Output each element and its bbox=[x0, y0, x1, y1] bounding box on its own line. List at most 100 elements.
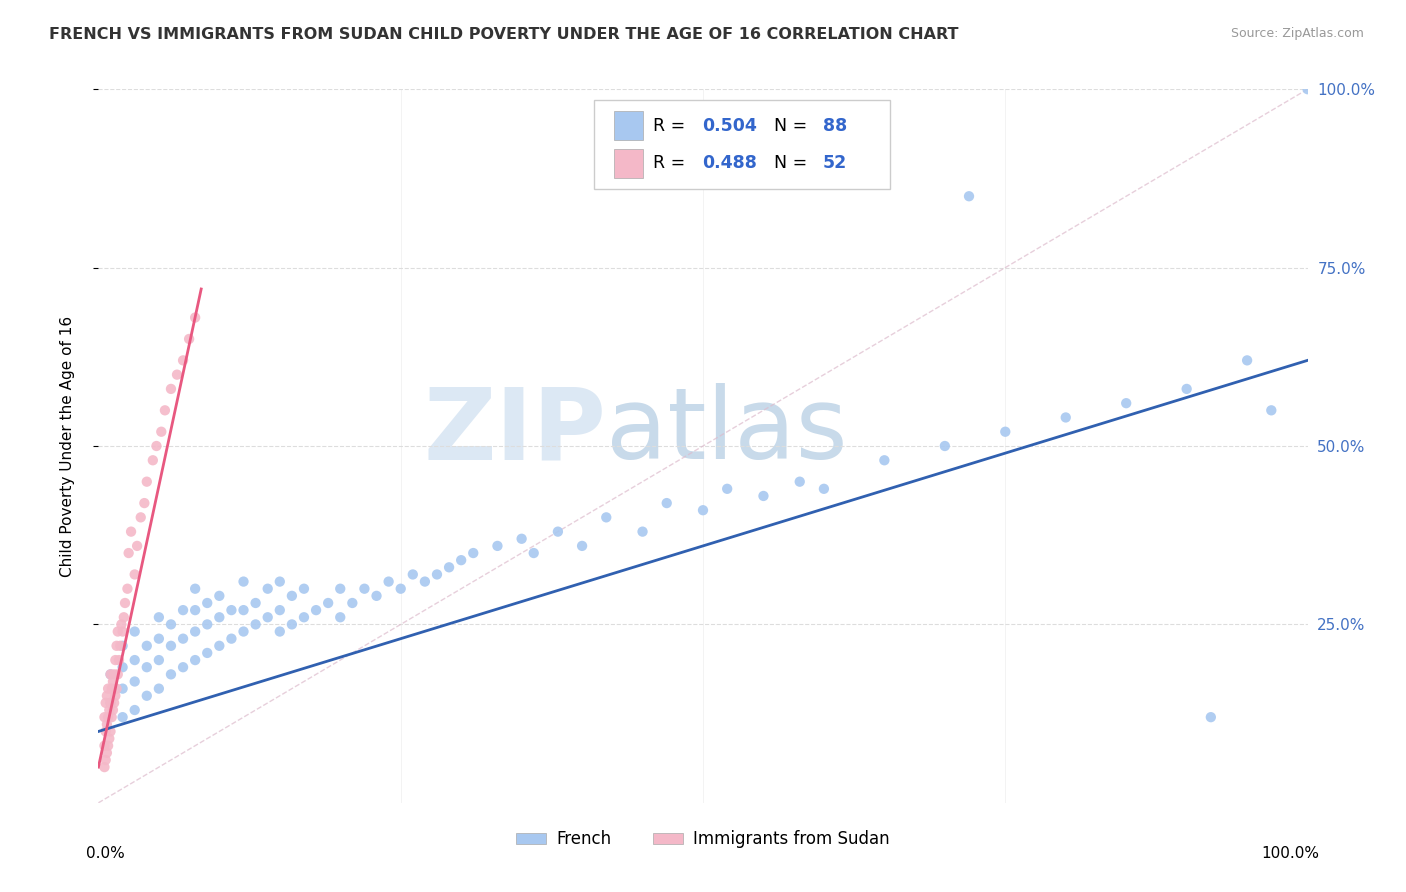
Point bbox=[1199, 710, 1222, 724]
Point bbox=[789, 475, 811, 489]
Point bbox=[93, 760, 115, 774]
Point bbox=[148, 653, 170, 667]
Point bbox=[305, 603, 328, 617]
Point bbox=[281, 617, 304, 632]
Point bbox=[100, 696, 122, 710]
Point bbox=[595, 510, 617, 524]
Point bbox=[221, 632, 243, 646]
Point bbox=[184, 582, 207, 596]
Point bbox=[269, 574, 291, 589]
Point bbox=[111, 639, 134, 653]
Point bbox=[94, 724, 117, 739]
Point bbox=[571, 539, 593, 553]
Text: N =: N = bbox=[775, 117, 813, 135]
Text: R =: R = bbox=[654, 117, 692, 135]
Point bbox=[221, 603, 243, 617]
Point bbox=[1175, 382, 1198, 396]
Point bbox=[208, 610, 231, 624]
Point bbox=[232, 624, 254, 639]
Text: atlas: atlas bbox=[606, 384, 848, 480]
Point bbox=[97, 739, 120, 753]
Text: Source: ZipAtlas.com: Source: ZipAtlas.com bbox=[1230, 27, 1364, 40]
Point bbox=[402, 567, 425, 582]
Point bbox=[716, 482, 738, 496]
Point bbox=[124, 703, 146, 717]
Point bbox=[172, 632, 194, 646]
Point bbox=[96, 689, 118, 703]
Point bbox=[377, 574, 399, 589]
Point bbox=[98, 703, 121, 717]
Point bbox=[752, 489, 775, 503]
Point bbox=[111, 660, 134, 674]
Point bbox=[232, 574, 254, 589]
Point bbox=[166, 368, 188, 382]
Point bbox=[135, 475, 157, 489]
Point bbox=[160, 667, 183, 681]
Point bbox=[101, 674, 124, 689]
Point bbox=[269, 603, 291, 617]
Point bbox=[100, 681, 122, 696]
Point bbox=[160, 617, 183, 632]
Point bbox=[111, 624, 134, 639]
Point bbox=[1260, 403, 1282, 417]
Point bbox=[100, 667, 122, 681]
Point bbox=[292, 582, 315, 596]
Point bbox=[184, 603, 207, 617]
Point bbox=[329, 582, 352, 596]
Legend: French, Immigrants from Sudan: French, Immigrants from Sudan bbox=[509, 824, 897, 855]
Point bbox=[184, 653, 207, 667]
Point bbox=[112, 610, 135, 624]
Point bbox=[108, 639, 131, 653]
Point bbox=[873, 453, 896, 467]
Point bbox=[127, 539, 149, 553]
Point bbox=[994, 425, 1017, 439]
Point bbox=[135, 639, 157, 653]
Point bbox=[366, 589, 388, 603]
Point bbox=[100, 667, 122, 681]
Point bbox=[94, 753, 117, 767]
Point bbox=[292, 610, 315, 624]
Point bbox=[934, 439, 956, 453]
Point bbox=[389, 582, 412, 596]
Point bbox=[111, 681, 134, 696]
Point bbox=[195, 596, 218, 610]
Point bbox=[96, 746, 118, 760]
Point bbox=[245, 596, 267, 610]
Point bbox=[160, 382, 183, 396]
Point bbox=[124, 567, 146, 582]
Point bbox=[184, 624, 207, 639]
Point bbox=[103, 696, 125, 710]
Point bbox=[450, 553, 472, 567]
Point bbox=[107, 667, 129, 681]
Point bbox=[105, 681, 128, 696]
Point bbox=[547, 524, 569, 539]
Point bbox=[256, 582, 278, 596]
Point bbox=[103, 667, 125, 681]
Text: R =: R = bbox=[654, 154, 692, 172]
Point bbox=[135, 660, 157, 674]
Text: 52: 52 bbox=[823, 154, 846, 172]
Point bbox=[172, 660, 194, 674]
Point bbox=[148, 610, 170, 624]
Point bbox=[124, 674, 146, 689]
Point bbox=[111, 710, 134, 724]
Point bbox=[463, 546, 485, 560]
Text: FRENCH VS IMMIGRANTS FROM SUDAN CHILD POVERTY UNDER THE AGE OF 16 CORRELATION CH: FRENCH VS IMMIGRANTS FROM SUDAN CHILD PO… bbox=[49, 27, 959, 42]
Point bbox=[120, 524, 142, 539]
Point bbox=[129, 510, 152, 524]
Point bbox=[281, 589, 304, 603]
Point bbox=[142, 453, 165, 467]
Point bbox=[195, 617, 218, 632]
Point bbox=[97, 710, 120, 724]
Point bbox=[117, 582, 139, 596]
Point bbox=[510, 532, 533, 546]
Text: 88: 88 bbox=[823, 117, 846, 135]
Point bbox=[957, 189, 980, 203]
Point bbox=[245, 617, 267, 632]
Text: ZIP: ZIP bbox=[423, 384, 606, 480]
Point bbox=[172, 603, 194, 617]
Point bbox=[153, 403, 176, 417]
Point bbox=[413, 574, 436, 589]
Point bbox=[1054, 410, 1077, 425]
Point bbox=[118, 546, 141, 560]
